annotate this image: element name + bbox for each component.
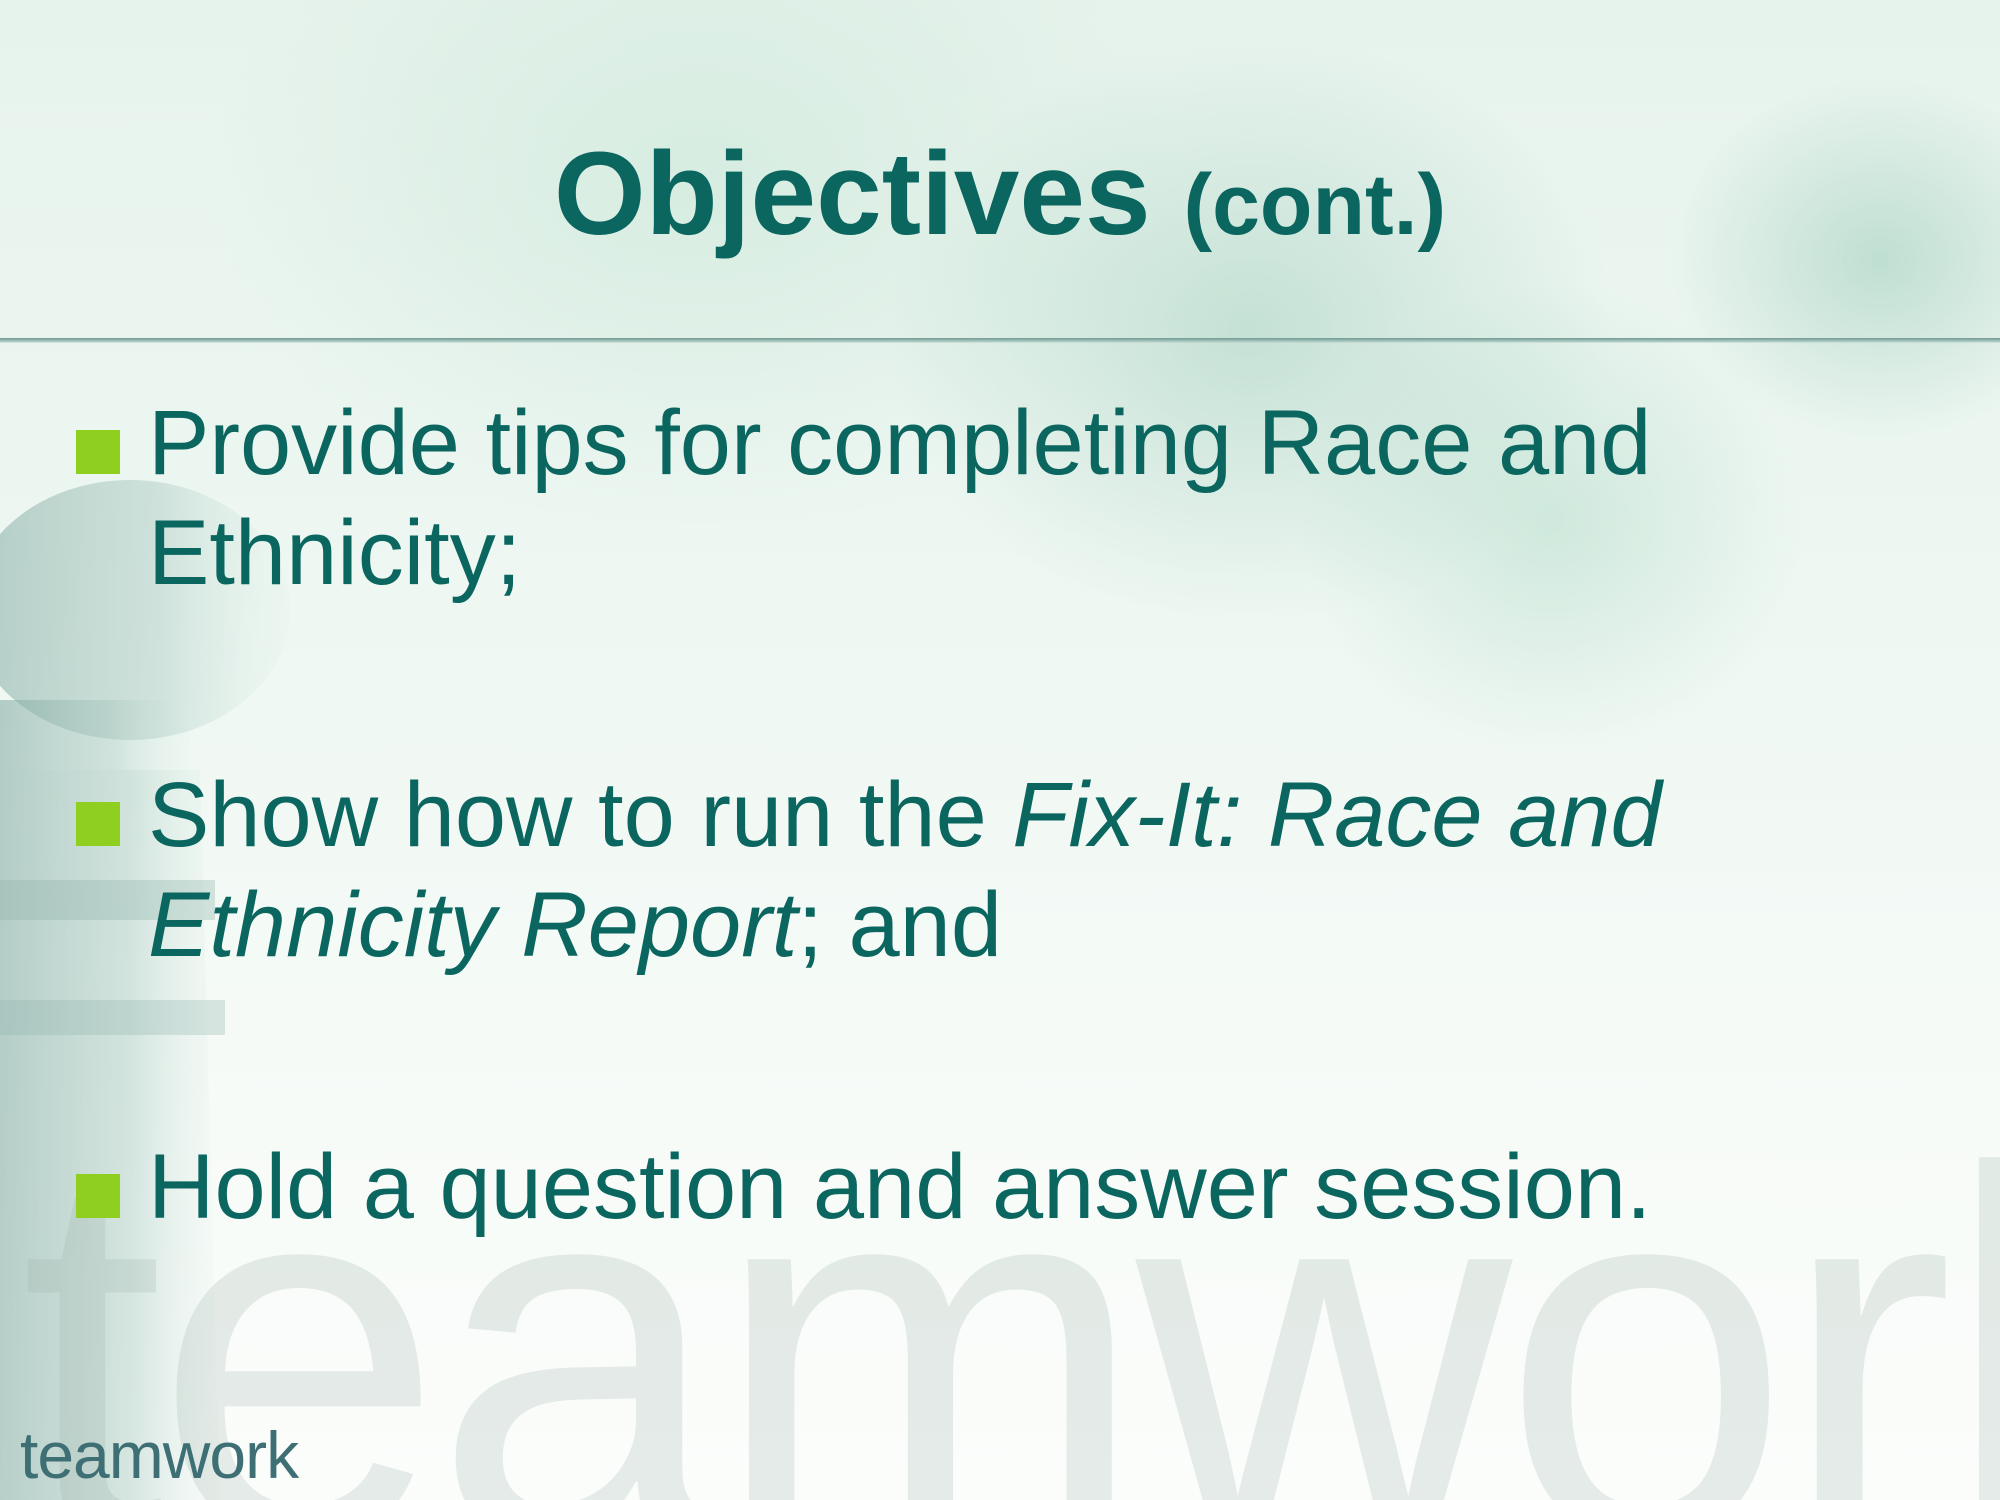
title-suffix: (cont.) <box>1183 157 1447 253</box>
watermark-teamwork: teamwork <box>20 1064 2000 1500</box>
chess-pawn-image <box>0 480 290 1500</box>
bullet-text-plain: Show how to run the <box>148 764 1013 866</box>
bullet-text: Show how to run the Fix-It: Race and Eth… <box>148 760 1928 980</box>
bullet-marker-icon <box>76 802 120 846</box>
teamwork-logo: teamwork <box>20 1418 299 1492</box>
slide-title: Objectives (cont.) <box>0 128 2000 260</box>
title-main: Objectives <box>553 128 1151 260</box>
bullet-text: Hold a question and answer session. <box>148 1136 1652 1238</box>
bullet-marker-icon <box>76 1174 120 1218</box>
title-divider <box>0 338 2000 343</box>
bullet-text-report-name: Fix-It: Race and Ethnicity Report <box>148 764 1662 976</box>
bullet-text-after: ; and <box>797 874 1003 976</box>
bullet-marker-icon <box>76 430 120 474</box>
bullet-text: Provide tips for completing Race and Eth… <box>148 392 1652 604</box>
